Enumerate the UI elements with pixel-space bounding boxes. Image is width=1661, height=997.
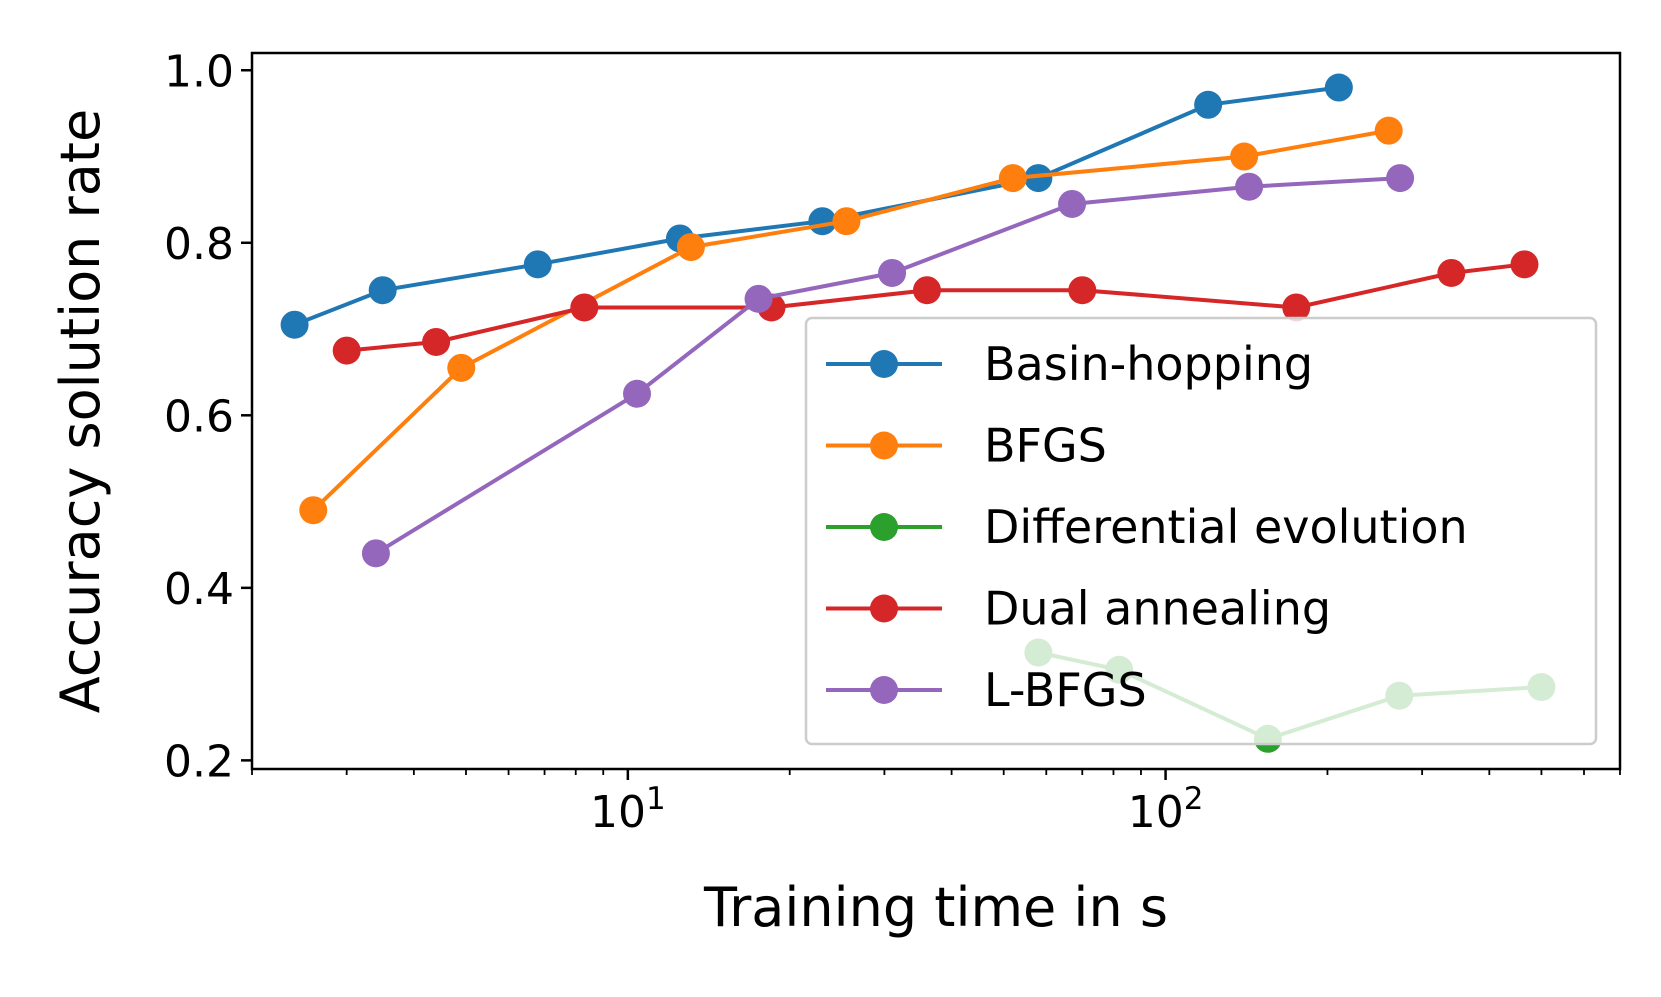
series-l-bfgs: [361, 164, 1415, 568]
data-point: [368, 276, 397, 305]
legend-item-l-bfgs: L-BFGS: [826, 663, 1147, 717]
series-basin-hopping: [280, 73, 1353, 339]
x-axis-label: Training time in s: [703, 876, 1168, 939]
data-point: [1068, 276, 1097, 305]
series-dual-annealing: [332, 250, 1539, 365]
y-tick-label: 0.4: [164, 564, 234, 615]
plot-frame: [250, 51, 1622, 771]
legend-label: Basin-hopping: [984, 337, 1313, 391]
legend-label: Differential evolution: [984, 500, 1468, 554]
data-point: [912, 276, 941, 305]
data-point: [1194, 90, 1223, 119]
data-point: [878, 258, 907, 287]
data-point: [623, 379, 652, 408]
data-point: [1374, 116, 1403, 145]
data-point: [1386, 164, 1415, 193]
legend-swatch-marker: [870, 676, 898, 704]
data-point: [808, 207, 837, 236]
y-tick-label: 0.2: [164, 736, 234, 787]
legend-swatch-marker: [870, 350, 898, 378]
series-line: [293, 85, 1340, 327]
y-tick-label: 1.0: [164, 46, 234, 97]
data-point: [1282, 293, 1311, 322]
data-point: [1230, 142, 1259, 171]
legend-item-differential-evolution: Differential evolution: [826, 500, 1468, 554]
y-tick-label: 0.6: [164, 391, 234, 442]
data-point: [1058, 189, 1087, 218]
data-point: [422, 327, 451, 356]
x-axis: 101 102: [251, 769, 1621, 838]
data-point: [280, 310, 309, 339]
legend: Basin-hopping BFGS Differential evolution D…: [804, 316, 1598, 746]
legend-label: L-BFGS: [984, 663, 1147, 717]
data-point: [332, 336, 361, 365]
legend-label: Dual annealing: [984, 582, 1331, 636]
x-tick-label: 102: [1128, 781, 1204, 838]
data-point: [1437, 258, 1466, 287]
data-point: [1510, 250, 1539, 279]
legend-swatch-marker: [870, 594, 898, 623]
data-point: [299, 496, 328, 525]
legend-label: BFGS: [984, 419, 1107, 473]
data-point: [1324, 73, 1353, 102]
data-point: [447, 353, 476, 382]
data-point: [523, 250, 552, 279]
y-axis: 0.2 0.4 0.6 0.8 1.0: [164, 46, 252, 787]
data-point: [676, 233, 705, 262]
data-point: [570, 293, 599, 322]
legend-swatch-marker: [870, 431, 898, 460]
data-point: [361, 539, 390, 568]
data-point: [832, 207, 861, 236]
y-tick-label: 0.8: [164, 219, 234, 270]
data-point: [1235, 172, 1264, 201]
legend-swatch-marker: [870, 513, 898, 541]
data-point: [744, 284, 773, 313]
data-point: [1024, 164, 1053, 193]
legend-box: [804, 316, 1598, 746]
series-bfgs: [299, 116, 1403, 525]
data-point: [998, 164, 1027, 193]
legend-item-bfgs: BFGS: [826, 419, 1107, 473]
legend-item-dual-annealing: Dual annealing: [826, 582, 1331, 636]
y-axis-label: Accuracy solution rate: [49, 109, 112, 713]
x-tick-label: 101: [590, 781, 666, 838]
legend-item-basin-hopping: Basin-hopping: [826, 337, 1313, 391]
